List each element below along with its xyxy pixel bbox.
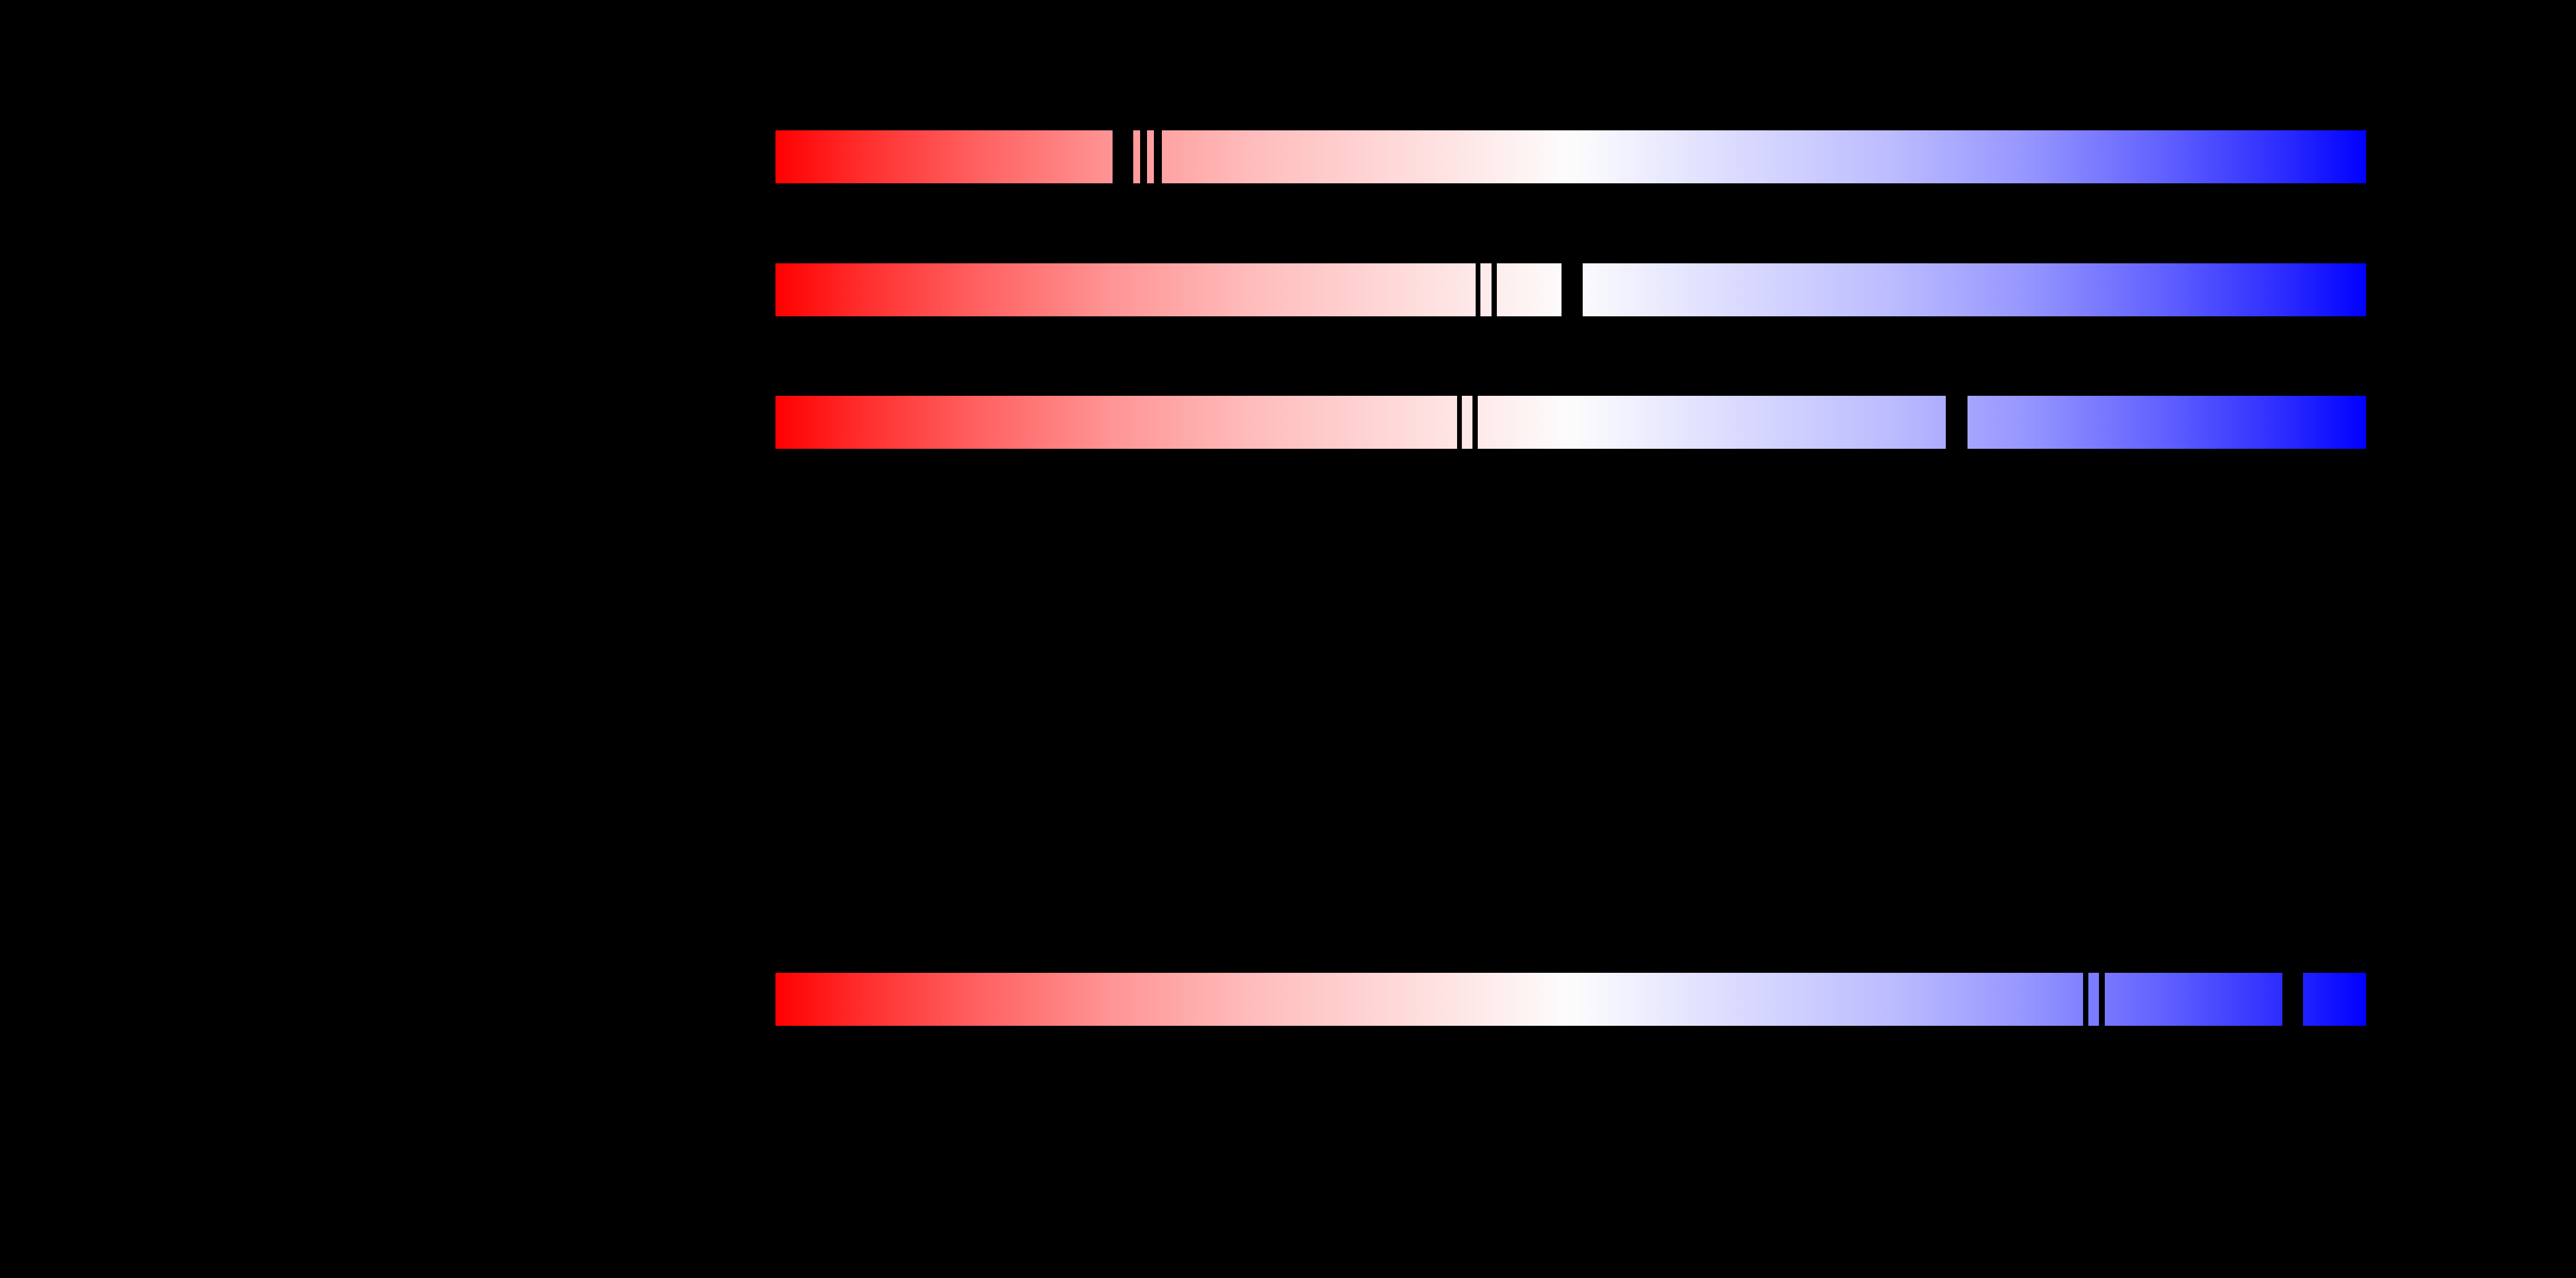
- thin-gap-mark: [2083, 973, 2088, 1026]
- wide-gap-mark: [1562, 263, 1583, 316]
- wide-gap-mark: [2282, 973, 2303, 1026]
- gradient-bar-row-1: [775, 130, 2366, 183]
- gradient-bar-row-4: [775, 973, 2366, 1026]
- thin-gap-mark: [2099, 973, 2105, 1026]
- thin-gap-mark: [1472, 396, 1478, 449]
- thin-gap-mark: [1476, 263, 1480, 316]
- thin-gap-mark: [1457, 396, 1462, 449]
- thin-gap-mark: [1492, 263, 1497, 316]
- wide-gap-mark: [1946, 396, 1968, 449]
- thin-gap-mark: [1140, 130, 1147, 183]
- wide-gap-mark: [1113, 130, 1133, 183]
- gradient-bar-row-3: [775, 396, 2366, 449]
- thin-gap-mark: [1154, 130, 1162, 183]
- gradient-bar-row-2: [775, 263, 2366, 316]
